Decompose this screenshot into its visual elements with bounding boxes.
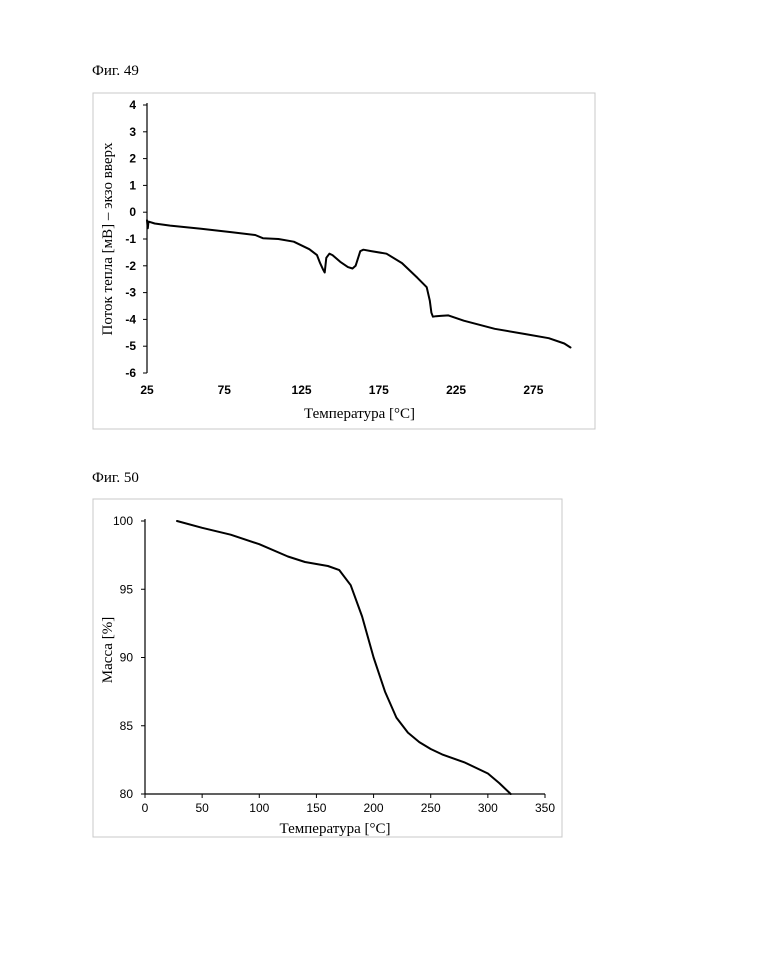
- x-axis-title: Температура [°C]: [304, 406, 415, 422]
- x-tick-label: 50: [195, 801, 209, 815]
- x-tick-label: 350: [535, 801, 555, 815]
- y-tick-label: 3: [129, 125, 136, 139]
- x-tick-label: 200: [364, 801, 384, 815]
- y-tick-label: 90: [120, 651, 134, 665]
- chart-tga: 100 95 90 85 80 0 50 100 150 200 250 300 350 Температ…: [93, 499, 562, 837]
- charts-canvas: 4 3 2 1 0 -1 -2 -3 -4 -5 -6 25 75 125 175 225 275 Темпера…: [0, 0, 780, 956]
- x-tick-label: 0: [142, 801, 149, 815]
- chart-frame: [93, 499, 562, 837]
- y-tick-label: -2: [125, 259, 136, 273]
- y-tick-label: 0: [129, 205, 136, 219]
- chart-frame: [93, 93, 595, 429]
- y-tick-label: -4: [125, 312, 136, 326]
- series-line: [147, 220, 571, 347]
- y-tick-label: 80: [120, 787, 134, 801]
- x-tick-label: 275: [523, 383, 543, 397]
- x-tick-label: 225: [446, 383, 466, 397]
- x-tick-label: 125: [292, 383, 312, 397]
- y-tick-label: 1: [129, 178, 136, 192]
- y-tick-label: -3: [125, 286, 136, 300]
- y-axis-title: Поток тепла [мВ] – экзо вверх: [100, 142, 116, 336]
- series-line: [177, 521, 511, 794]
- x-axis-title: Температура [°C]: [280, 821, 391, 837]
- x-tick-label: 25: [140, 383, 154, 397]
- y-tick-label: 2: [129, 152, 136, 166]
- chart-dsc: 4 3 2 1 0 -1 -2 -3 -4 -5 -6 25 75 125 175 225 275 Темпера…: [93, 93, 595, 429]
- x-tick-label: 300: [478, 801, 498, 815]
- x-tick-label: 100: [249, 801, 269, 815]
- y-axis-title: Масса [%]: [100, 617, 116, 683]
- y-tick-label: 95: [120, 582, 134, 596]
- y-tick-label: -5: [125, 339, 136, 353]
- y-tick-label: -6: [125, 366, 136, 380]
- x-tick-label: 150: [306, 801, 326, 815]
- y-tick-label: -1: [125, 232, 136, 246]
- x-tick-label: 75: [218, 383, 232, 397]
- y-tick-label: 4: [129, 98, 136, 112]
- y-tick-label: 100: [113, 514, 133, 528]
- x-tick-label: 175: [369, 383, 389, 397]
- y-tick-label: 85: [120, 719, 134, 733]
- x-tick-label: 250: [421, 801, 441, 815]
